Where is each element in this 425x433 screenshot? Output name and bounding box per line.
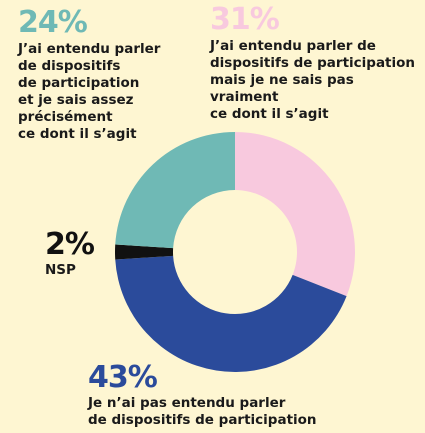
category-label: J’ai entendu parler de dispositifs de pa… [210,38,416,122]
category-label: NSP [45,262,76,278]
slice [115,132,235,249]
percent-label: 2% [45,227,95,262]
category-label: J’ai entendu parler de dispositifs de pa… [18,41,161,142]
percent-label: 31% [210,2,280,37]
slice [235,132,355,297]
slice [115,255,347,373]
slice [115,244,174,260]
percent-label: 43% [88,360,158,395]
category-label: Je n’ai pas entendu parler de dispositif… [88,395,317,428]
percent-label: 24% [18,5,88,40]
